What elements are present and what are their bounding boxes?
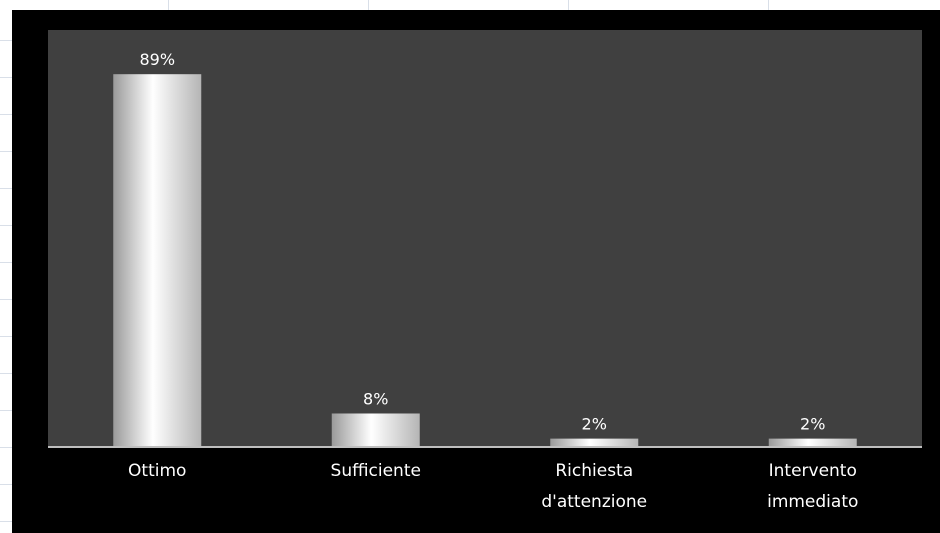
sheet-gridline <box>0 262 12 263</box>
data-label-1: 8% <box>363 389 388 408</box>
sheet-gridline <box>0 188 12 189</box>
sheet-gridline <box>0 40 12 41</box>
bar-0[interactable] <box>113 74 201 447</box>
bar-3[interactable] <box>769 439 857 447</box>
category-label-0: Ottimo <box>128 461 186 481</box>
bar-1[interactable] <box>332 413 420 447</box>
chart-area[interactable]: 89% Ottimo 8% Sufficiente 2% Richiesta d'atten… <box>12 10 940 533</box>
sheet-gridline <box>0 151 12 152</box>
category-label-3: immediato <box>767 492 858 512</box>
category-label-2: d'attenzione <box>541 492 647 512</box>
sheet-gridline <box>0 77 12 78</box>
sheet-gridline <box>0 521 12 522</box>
sheet-gridline <box>0 484 12 485</box>
sheet-gridline <box>568 0 569 10</box>
sheet-gridline <box>368 0 369 10</box>
sheet-gridline <box>0 225 12 226</box>
category-label-1: Sufficiente <box>331 461 421 481</box>
sheet-gridline <box>0 373 12 374</box>
sheet-gridline <box>0 336 12 337</box>
sheet-gridline <box>0 114 12 115</box>
sheet-gridline <box>768 0 769 10</box>
data-label-2: 2% <box>582 415 607 434</box>
labels-layer: 89% Ottimo 8% Sufficiente 2% Richiesta d'atten… <box>128 50 858 512</box>
category-label-2: Richiesta <box>555 461 633 481</box>
sheet-gridline <box>168 0 169 10</box>
category-label-3: Intervento <box>769 461 857 481</box>
bars-layer <box>113 74 857 447</box>
bar-chart[interactable]: 89% Ottimo 8% Sufficiente 2% Richiesta d'atten… <box>12 10 940 533</box>
sheet-gridline <box>0 447 12 448</box>
bar-2[interactable] <box>550 439 638 447</box>
data-label-3: 2% <box>800 415 825 434</box>
data-label-0: 89% <box>139 50 175 69</box>
sheet-gridline <box>0 410 12 411</box>
sheet-gridline <box>0 299 12 300</box>
